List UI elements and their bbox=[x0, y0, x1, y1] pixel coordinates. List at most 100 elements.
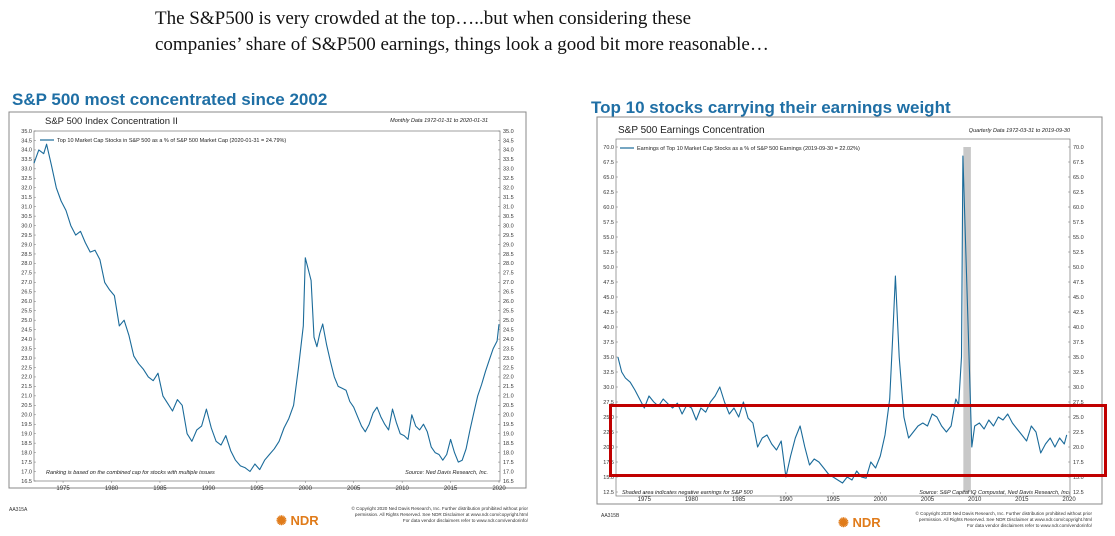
x-tick-label: 2000 bbox=[299, 486, 313, 492]
y-tick-label: 27.5 bbox=[21, 271, 32, 277]
y-tick-label-right: 30.0 bbox=[1073, 385, 1084, 391]
headline-line-2: companies’ share of S&P500 earnings, thi… bbox=[155, 34, 769, 55]
y-tick-label: 28.0 bbox=[21, 261, 32, 267]
y-tick-label: 65.0 bbox=[603, 175, 614, 181]
y-tick-label-right: 25.5 bbox=[503, 309, 514, 315]
y-tick-label: 32.0 bbox=[21, 186, 32, 192]
right-plot-area bbox=[615, 138, 1071, 497]
y-tick-label: 55.0 bbox=[603, 235, 614, 241]
y-tick-label: 47.5 bbox=[603, 280, 614, 286]
y-tick-label: 30.0 bbox=[21, 223, 32, 229]
x-tick-label: 2010 bbox=[968, 497, 982, 503]
right-panel-title: Top 10 stocks carrying their earnings we… bbox=[591, 98, 951, 117]
y-tick-label: 35.0 bbox=[21, 129, 32, 135]
left-chart-title: S&P 500 Index Concentration II bbox=[45, 116, 178, 127]
y-tick-label-right: 34.5 bbox=[503, 138, 514, 144]
y-tick-label: 31.5 bbox=[21, 195, 32, 201]
y-tick-label: 37.5 bbox=[603, 340, 614, 346]
y-tick-label-right: 42.5 bbox=[1073, 310, 1084, 316]
y-tick-label: 20.5 bbox=[21, 403, 32, 409]
y-tick-label: 33.5 bbox=[21, 157, 32, 163]
right-x-axis: 1975 1980 1985 1990 1995 2000 2005 2010 2015 2020 bbox=[638, 492, 1076, 503]
y-tick-label-right: 50.0 bbox=[1073, 265, 1084, 271]
y-tick-label-right: 62.5 bbox=[1073, 190, 1084, 196]
left-copyright: © Copyright 2020 Ned Davis Research, Inc… bbox=[318, 506, 528, 524]
y-tick-label-right: 27.0 bbox=[503, 280, 514, 286]
y-tick-label-right: 25.0 bbox=[1073, 415, 1084, 421]
y-tick-label-right: 19.5 bbox=[503, 422, 514, 428]
right-date-note: Quarterly Data 1972-03-31 to 2019-09-30 bbox=[969, 128, 1071, 134]
y-tick-label: 42.5 bbox=[603, 310, 614, 316]
y-tick-label-right: 16.5 bbox=[503, 479, 514, 485]
y-tick-label: 22.5 bbox=[603, 430, 614, 436]
y-tick-label: 24.0 bbox=[21, 337, 32, 343]
y-tick-label: 23.0 bbox=[21, 356, 32, 362]
y-tick-label-right: 32.5 bbox=[1073, 370, 1084, 376]
x-tick-label: 2000 bbox=[874, 497, 888, 503]
y-tick-label-right: 20.0 bbox=[503, 413, 514, 419]
y-tick-label: 31.0 bbox=[21, 204, 32, 210]
right-ndr-logo: ✺ NDR bbox=[838, 515, 881, 530]
y-tick-label-right: 29.5 bbox=[503, 233, 514, 239]
left-chart-code: AA315A bbox=[9, 507, 28, 513]
y-tick-label: 62.5 bbox=[603, 190, 614, 196]
y-tick-label: 32.5 bbox=[603, 370, 614, 376]
y-tick-label-right: 18.5 bbox=[503, 441, 514, 447]
left-logo-text: NDR bbox=[290, 513, 319, 528]
y-tick-label-right: 32.0 bbox=[503, 186, 514, 192]
y-tick-label: 27.5 bbox=[603, 400, 614, 406]
x-tick-label: 1995 bbox=[826, 497, 840, 503]
y-tick-label: 27.0 bbox=[21, 280, 32, 286]
y-tick-label-right: 31.5 bbox=[503, 195, 514, 201]
left-chart-frame bbox=[8, 111, 527, 489]
left-date-note: Monthly Data 1972-01-31 to 2020-01-31 bbox=[390, 118, 488, 124]
x-tick-label: 1975 bbox=[56, 486, 70, 492]
y-tick-label: 24.5 bbox=[21, 327, 32, 333]
y-tick-label-right: 55.0 bbox=[1073, 235, 1084, 241]
x-tick-label: 2015 bbox=[444, 486, 458, 492]
x-tick-label: 2010 bbox=[395, 486, 409, 492]
y-tick-label-right: 30.0 bbox=[503, 223, 514, 229]
x-tick-label: 2015 bbox=[1015, 497, 1029, 503]
y-tick-label-right: 27.5 bbox=[1073, 400, 1084, 406]
y-tick-label-right: 67.5 bbox=[1073, 160, 1084, 166]
right-legend: Earnings of Top 10 Market Cap Stocks as … bbox=[637, 146, 860, 152]
y-tick-label: 28.5 bbox=[21, 252, 32, 258]
y-tick-label: 26.0 bbox=[21, 299, 32, 305]
y-tick-label: 30.5 bbox=[21, 214, 32, 220]
y-tick-label: 70.0 bbox=[603, 145, 614, 151]
headline-line-1: The S&P500 is very crowded at the top…..… bbox=[155, 8, 692, 29]
y-tick-label: 67.5 bbox=[603, 160, 614, 166]
left-source: Source: Ned Davis Research, Inc. bbox=[405, 470, 488, 476]
left-copyright-line: © Copyright 2020 Ned Davis Research, Inc… bbox=[351, 506, 528, 511]
y-tick-label: 19.0 bbox=[21, 432, 32, 438]
y-tick-label: 45.0 bbox=[603, 295, 614, 301]
x-tick-label: 1975 bbox=[638, 497, 652, 503]
y-tick-label: 30.0 bbox=[603, 385, 614, 391]
y-tick-label: 22.5 bbox=[21, 365, 32, 371]
y-tick-label-right: 17.0 bbox=[503, 469, 514, 475]
y-tick-label: 16.5 bbox=[21, 479, 32, 485]
y-tick-label: 29.0 bbox=[21, 242, 32, 248]
y-tick-label-right: 17.5 bbox=[1073, 460, 1084, 466]
y-tick-label: 20.0 bbox=[21, 413, 32, 419]
y-tick-label: 34.0 bbox=[21, 148, 32, 154]
right-chart-title: S&P 500 Earnings Concentration bbox=[618, 125, 765, 136]
y-tick-label-right: 24.0 bbox=[503, 337, 514, 343]
right-logo-text: NDR bbox=[852, 515, 881, 530]
left-panel-title: S&P 500 most concentrated since 2002 bbox=[12, 90, 328, 109]
right-footnote: Shaded area indicates negative earnings … bbox=[622, 490, 754, 496]
y-tick-label-right: 35.0 bbox=[503, 129, 514, 135]
y-tick-label: 33.0 bbox=[21, 167, 32, 173]
x-tick-label: 1990 bbox=[202, 486, 216, 492]
y-tick-label-right: 15.0 bbox=[1073, 475, 1084, 481]
y-tick-label-right: 45.0 bbox=[1073, 295, 1084, 301]
y-tick-label: 57.5 bbox=[603, 220, 614, 226]
y-tick-label: 32.5 bbox=[21, 176, 32, 182]
y-tick-label-right: 26.0 bbox=[503, 299, 514, 305]
y-tick-label: 25.0 bbox=[603, 415, 614, 421]
y-tick-label: 35.0 bbox=[603, 355, 614, 361]
y-tick-label-right: 22.0 bbox=[503, 375, 514, 381]
y-tick-label-right: 28.5 bbox=[503, 252, 514, 258]
left-y-axis: 16.5 16.5 17.0 17.0 17.5 17.5 18.0 18.0 18.5 18.5… bbox=[21, 129, 513, 485]
